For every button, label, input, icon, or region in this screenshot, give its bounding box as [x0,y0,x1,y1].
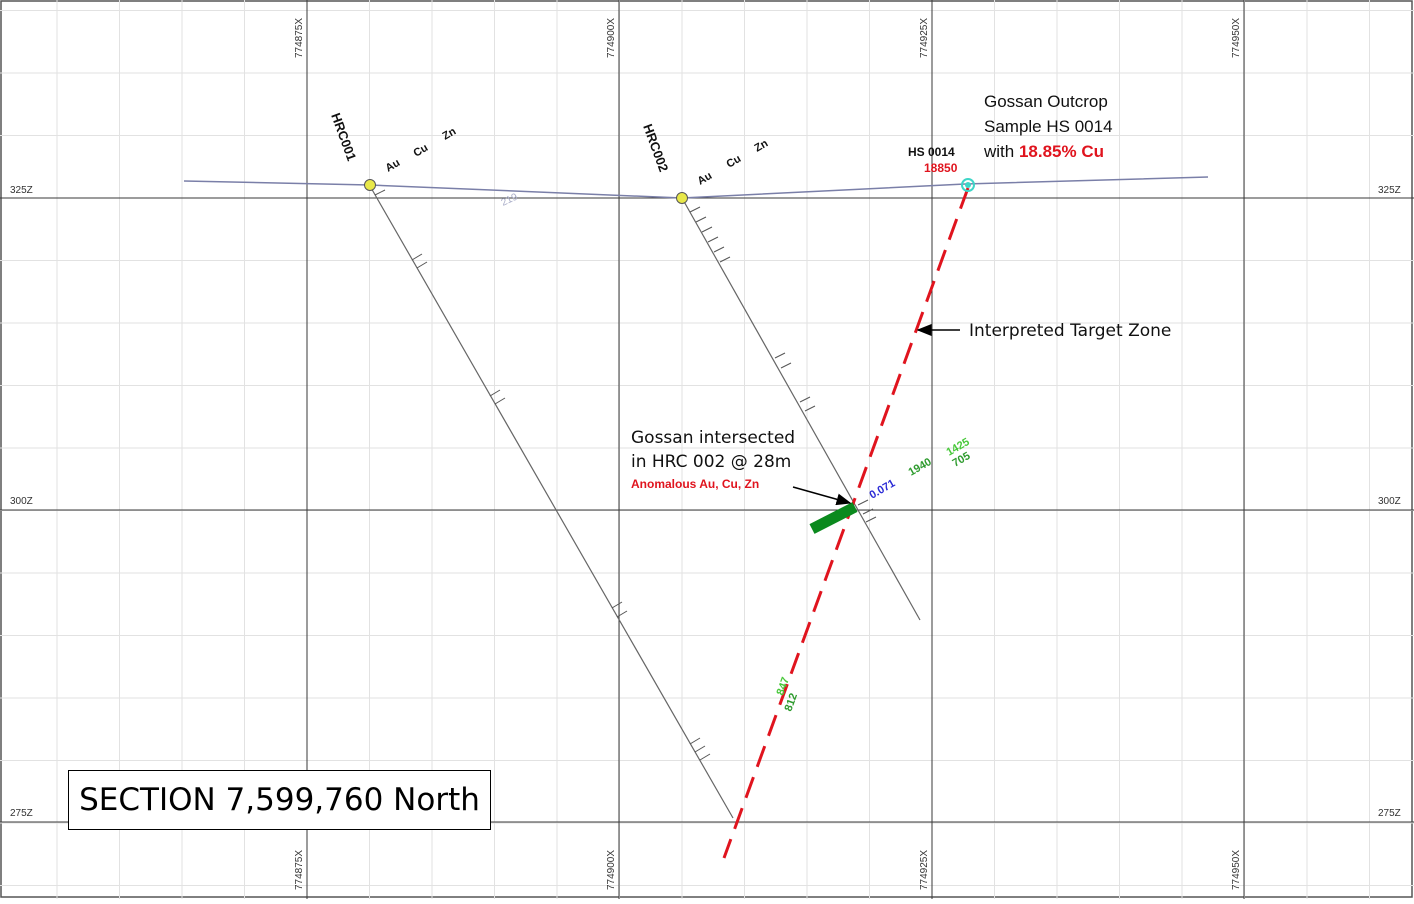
easting-label: 774900X [606,850,617,890]
deep-assay-top: 847 [775,676,793,697]
section-title-box: SECTION 7,599,760 North [68,770,491,830]
elevation-label-left: 325Z [10,185,33,196]
tick [694,745,706,753]
elevation-label-right: 325Z [1378,185,1401,196]
tick [713,246,725,253]
elevation-label-left: 300Z [10,496,33,507]
tick [707,236,719,243]
gossan-intercept-bar [809,502,858,534]
tick [416,261,428,269]
element-label-zn: Zn [441,125,459,142]
easting-label: 774900X [606,18,617,58]
elevation-label-right: 300Z [1378,496,1401,507]
gossan-outcrop-line1: Gossan Outcrop [984,92,1108,111]
target-zone-label: Interpreted Target Zone [969,321,1171,341]
easting-label: 774950X [1231,18,1242,58]
gossan-outcrop-annotation: Gossan Outcrop Sample HS 0014 with 18.85… [983,92,1113,161]
tick [616,610,628,618]
elevation-label-right: 275Z [1378,808,1401,819]
target-zone-line [722,187,970,859]
hs0014-id-label: HS 0014 [908,145,955,159]
tick [862,508,874,515]
tick [804,405,816,412]
hrc002-trace [681,197,921,621]
hrc002-collar [676,192,688,204]
downhole-ticks [374,189,877,761]
hs0014-sample-dot [965,182,971,188]
deep-assay-bottom: 812 [783,692,801,713]
drill-traces [369,185,921,819]
easting-labels-bottom: 774875X 774900X 774925X 774950X [294,850,1242,890]
element-label-zn: Zn [753,137,771,154]
elevation-label-left: 275Z [10,808,33,819]
gossan-intersected-line3: Anomalous Au, Cu, Zn [631,477,759,491]
tick [719,256,731,263]
easting-label: 774950X [1231,850,1242,890]
tick [489,389,501,397]
tick [774,352,786,359]
tick [799,396,811,403]
gossan-intersected-line1: Gossan intersected [631,428,795,448]
tick [701,226,713,233]
easting-label: 774875X [294,18,305,58]
tick [689,206,701,213]
tick [611,601,623,609]
tick [780,362,792,369]
tick [865,516,877,523]
tick [695,216,707,223]
tick [494,397,506,405]
hrc001-collar [364,179,376,191]
tick [699,753,711,761]
elevation-labels: 325Z 325Z 300Z 300Z 275Z 275Z [10,185,1401,819]
gossan-intersected-line2: in HRC 002 @ 28m [631,452,791,472]
easting-label: 774875X [294,850,305,890]
gossan-outcrop-cu-grade: 18.85% Cu [1019,142,1104,161]
hs0014-value-label: 18850 [924,161,958,175]
gossan-outcrop-line3-prefix: with [983,142,1019,161]
tick [374,189,386,196]
easting-label: 774925X [919,18,930,58]
easting-label: 774925X [919,850,930,890]
gossan-outcrop-line3: with 18.85% Cu [983,142,1104,161]
gossan-intersected-arrow [792,486,852,506]
gossan-intersected-annotation: Gossan intersected in HRC 002 @ 28m Anom… [631,428,852,506]
tick [689,737,701,745]
tick [857,499,869,506]
gossan-outcrop-line2: Sample HS 0014 [984,117,1113,136]
hrc001-trace [369,185,734,819]
section-title: SECTION 7,599,760 North [79,782,480,818]
hrc001-element-labels: Au Cu Zn [384,125,459,174]
target-zone-annotation: Interpreted Target Zone [916,321,1171,341]
tick [411,253,423,261]
easting-labels-top: 774875X 774900X 774925X 774950X [294,18,1242,58]
hs0014-sample-marker [961,178,975,192]
